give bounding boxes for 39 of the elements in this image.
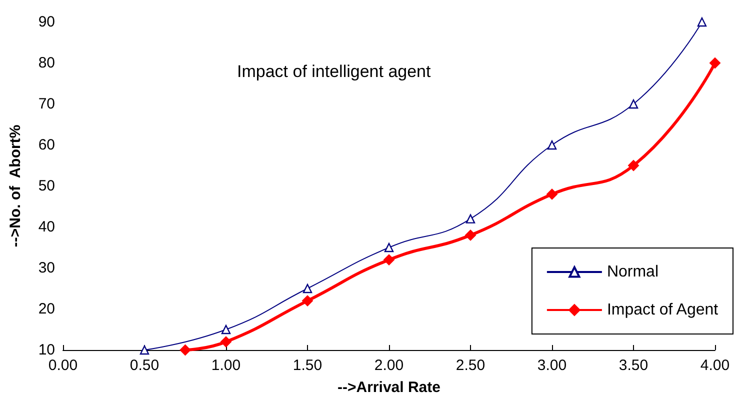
y-tick-label: 70: [38, 96, 55, 112]
point: [547, 140, 557, 150]
point: [302, 295, 313, 306]
x-axis-title: -->Arrival Rate: [338, 379, 440, 396]
point: [628, 99, 638, 109]
point: [140, 345, 150, 355]
point: [221, 324, 231, 334]
x-tick-label: 0.50: [130, 357, 160, 374]
x-tick-label: 3.00: [537, 357, 567, 374]
y-tick-label: 90: [38, 14, 55, 30]
point: [220, 336, 232, 348]
point: [466, 214, 476, 224]
y-axis-title: -->No. of Abort%: [7, 124, 24, 248]
y-tick-label: 20: [38, 300, 55, 318]
x-tick-label: 1.50: [292, 357, 322, 374]
y-tick-label: 80: [38, 54, 55, 72]
x-tick-label: 2.00: [374, 357, 404, 374]
point: [384, 242, 394, 252]
legend-label: Normal: [606, 264, 658, 280]
point: [710, 58, 720, 68]
y-tick-label: 30: [38, 260, 55, 276]
y-tick-label: 50: [38, 178, 55, 194]
y-tick-label: 10: [38, 342, 55, 358]
point: [465, 230, 476, 241]
text: Impact of intelligent agent: [237, 62, 432, 81]
x-tick-label: 3.50: [618, 357, 648, 374]
x-tick-label: 1.00: [211, 357, 241, 374]
point: [697, 17, 707, 27]
point: [180, 344, 191, 356]
point: [302, 284, 312, 294]
y-tick-label: 40: [38, 218, 55, 236]
x-tick-label: 0.00: [48, 357, 78, 374]
y-tick-label: 60: [38, 136, 55, 154]
x-tick-label: 4.00: [700, 357, 730, 374]
x-tick-label: 2.50: [456, 357, 486, 374]
point: [628, 160, 639, 171]
legend-label: Impact of Agent: [606, 302, 719, 318]
point: [546, 188, 558, 200]
point: [384, 254, 394, 266]
